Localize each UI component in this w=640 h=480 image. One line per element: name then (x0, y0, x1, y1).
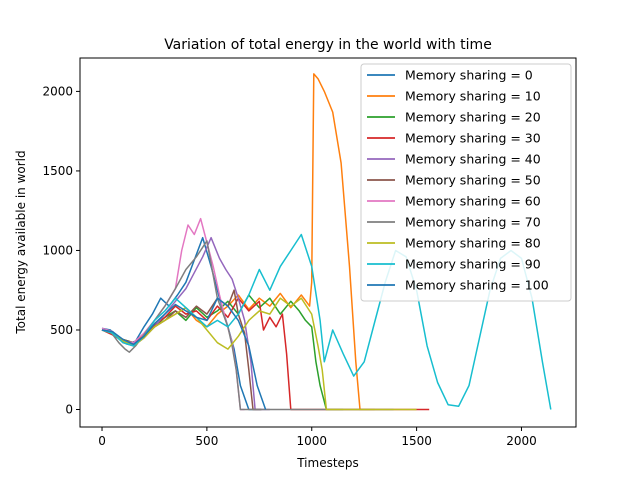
x-tick-label-2: 1000 (296, 434, 327, 448)
series-line-1 (101, 73, 375, 411)
x-tick-label-0: 0 (98, 434, 106, 448)
series-line-7 (101, 240, 394, 411)
x-axis-title: Timesteps (296, 456, 359, 470)
x-tick-label-3: 1500 (401, 434, 432, 448)
legend-label-2: Memory sharing = 20 (405, 110, 541, 125)
x-tick-label-4: 2000 (506, 434, 537, 448)
series-line-4 (101, 236, 270, 411)
y-tick-label-2: 1000 (42, 243, 73, 257)
series-layer (101, 73, 552, 411)
legend-label-10: Memory sharing = 100 (405, 278, 549, 293)
legend-label-6: Memory sharing = 60 (405, 194, 541, 209)
series-line-10 (101, 297, 267, 410)
y-tick-label-3: 1500 (42, 164, 73, 178)
plot-frame (79, 57, 577, 428)
x-tick-label-1: 500 (195, 434, 218, 448)
legend-label-9: Memory sharing = 90 (405, 257, 541, 272)
legend-label-1: Memory sharing = 10 (405, 89, 541, 104)
y-tick-label-1: 500 (50, 323, 73, 337)
series-line-9 (101, 233, 552, 410)
legend-label-8: Memory sharing = 80 (405, 236, 541, 251)
y-tick-label-4: 2000 (42, 84, 73, 98)
chart-title: Variation of total energy in the world w… (164, 37, 492, 53)
y-axis: 0 500 1000 1500 2000 (42, 84, 80, 417)
legend-label-3: Memory sharing = 30 (405, 131, 541, 146)
series-line-8 (101, 297, 417, 411)
legend-label-7: Memory sharing = 70 (405, 215, 541, 230)
y-axis-title: Total energy available in world (14, 150, 28, 334)
y-tick-label-0: 0 (65, 403, 73, 417)
legend-label-0: Memory sharing = 0 (405, 68, 533, 83)
legend: Memory sharing = 0 Memory sharing = 10 Mem… (360, 63, 572, 302)
x-axis: 0 500 1000 1500 2000 (98, 427, 537, 448)
legend-label-5: Memory sharing = 50 (405, 173, 541, 188)
legend-box (360, 63, 572, 302)
legend-label-4: Memory sharing = 40 (405, 152, 541, 167)
